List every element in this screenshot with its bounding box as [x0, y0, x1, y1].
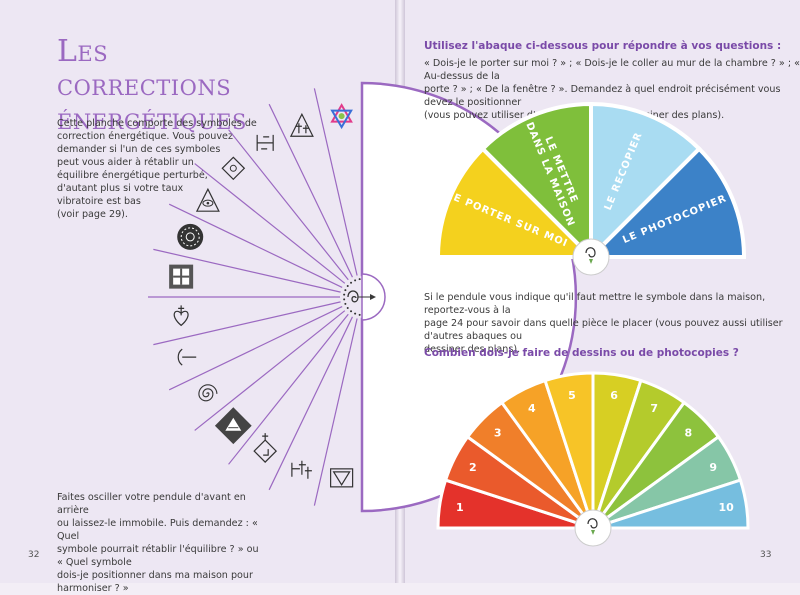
intro-line: correction énergétique. Vous pouvez [57, 131, 233, 142]
questions-line: « Dois-je le porter sur moi ? » ; « Dois… [424, 58, 800, 82]
pendulum-icon [347, 290, 376, 303]
page-number-left: 32 [28, 550, 40, 560]
pendulum-icon [585, 247, 596, 264]
abaque2-label: 8 [685, 427, 693, 440]
star-of-david-icon [330, 103, 353, 130]
triangle-icon [330, 468, 354, 488]
abaque2-label: 2 [469, 461, 477, 474]
title-line-1: Les corrections [57, 34, 232, 103]
page-title: Les corrections énergétiques [57, 35, 257, 137]
hub-dot [344, 302, 347, 305]
pendulum-icon [587, 518, 598, 535]
abaque2-label: 10 [719, 501, 735, 514]
hub-dot [358, 313, 361, 316]
arc-icon [177, 348, 197, 366]
fan-divider [268, 103, 353, 278]
hub-dot [346, 306, 349, 309]
quantity-abaque: 1 2 3 4 5 6 7 8 9 10 [436, 371, 750, 547]
fan-divider [194, 163, 346, 284]
middle-text: Si le pendule vous indique qu'il faut me… [424, 291, 800, 356]
heading-quantity: Combien dois-je faire de dessins ou de p… [424, 347, 739, 359]
questions-line: porte ? » ; « De la fenêtre ? ». Demande… [424, 84, 781, 108]
square-grid-icon [169, 264, 194, 289]
diamond-cross-icon [253, 433, 278, 463]
heart-cross-icon [173, 305, 189, 327]
fan-divider [168, 306, 343, 391]
fan-divider [153, 248, 341, 293]
rune-signs-icon [291, 460, 312, 479]
fan-divider [228, 129, 349, 281]
pyramid-sun-icon [214, 407, 252, 445]
fan-divider [313, 318, 358, 506]
crosses-triangle-icon [289, 112, 314, 137]
abaque2-label: 6 [610, 389, 618, 402]
intro-line: demander si l'un de ces symboles [57, 144, 221, 155]
diamond-knot-icon [221, 156, 246, 181]
intro-line: peut vous aider à rétablir un [57, 157, 194, 168]
abaque2-label: 4 [528, 402, 536, 415]
abaque2-label: 9 [709, 461, 717, 474]
intro-line: Cette planche comporte des symboles de [57, 118, 257, 129]
middle-line: dessiner des plans). [424, 344, 521, 355]
intro-line: vibratoire est bas [57, 196, 141, 207]
hub-dot [358, 278, 361, 281]
hub-dot [350, 310, 353, 313]
hub-dot [343, 293, 346, 296]
runic-glyph-icon [256, 134, 274, 151]
title-line-2: énergétiques [57, 102, 247, 137]
hub-dot [346, 285, 349, 288]
fan-divider [153, 301, 341, 346]
intro-line: d'autant plus si votre taux [57, 183, 184, 194]
hub-dot [350, 281, 353, 284]
page-number-right: 33 [760, 550, 772, 560]
abaque2-label: 5 [568, 389, 576, 402]
fan-divider [228, 313, 349, 465]
fan-divider [194, 310, 346, 431]
outro-line: ou laissez-le immobile. Puis demandez : … [57, 518, 258, 542]
outro-line: symbole pourrait rétablir l'équilibre ? … [57, 544, 259, 568]
abaque2-label: 3 [494, 427, 502, 440]
intro-text: Cette planche comporte des symboles de c… [57, 117, 257, 221]
triangle-eye-icon [195, 187, 220, 212]
fan-divider [268, 316, 353, 491]
hub-dot [344, 289, 347, 292]
hub-dot [354, 312, 357, 315]
middle-line: Si le pendule vous indique qu'il faut me… [424, 292, 766, 316]
intro-line: (voir page 29). [57, 209, 128, 220]
spiral-icon [198, 384, 218, 402]
abaque2-label: 7 [650, 402, 658, 415]
left-page [0, 0, 398, 583]
outro-line: Faites osciller votre pendule d'avant en… [57, 492, 246, 516]
heading-questions: Utilisez l'abaque ci-dessous pour répond… [424, 40, 782, 52]
abaque2-label: 1 [456, 501, 464, 514]
hub-dot [343, 298, 346, 301]
fan-divider [168, 203, 343, 288]
middle-line: page 24 pour savoir dans quelle pièce le… [424, 318, 783, 342]
intro-line: équilibre énergétique perturbé, [57, 170, 208, 181]
hub-dot [354, 279, 357, 282]
fan-divider [313, 88, 358, 276]
mandala-disc-icon [177, 223, 204, 250]
